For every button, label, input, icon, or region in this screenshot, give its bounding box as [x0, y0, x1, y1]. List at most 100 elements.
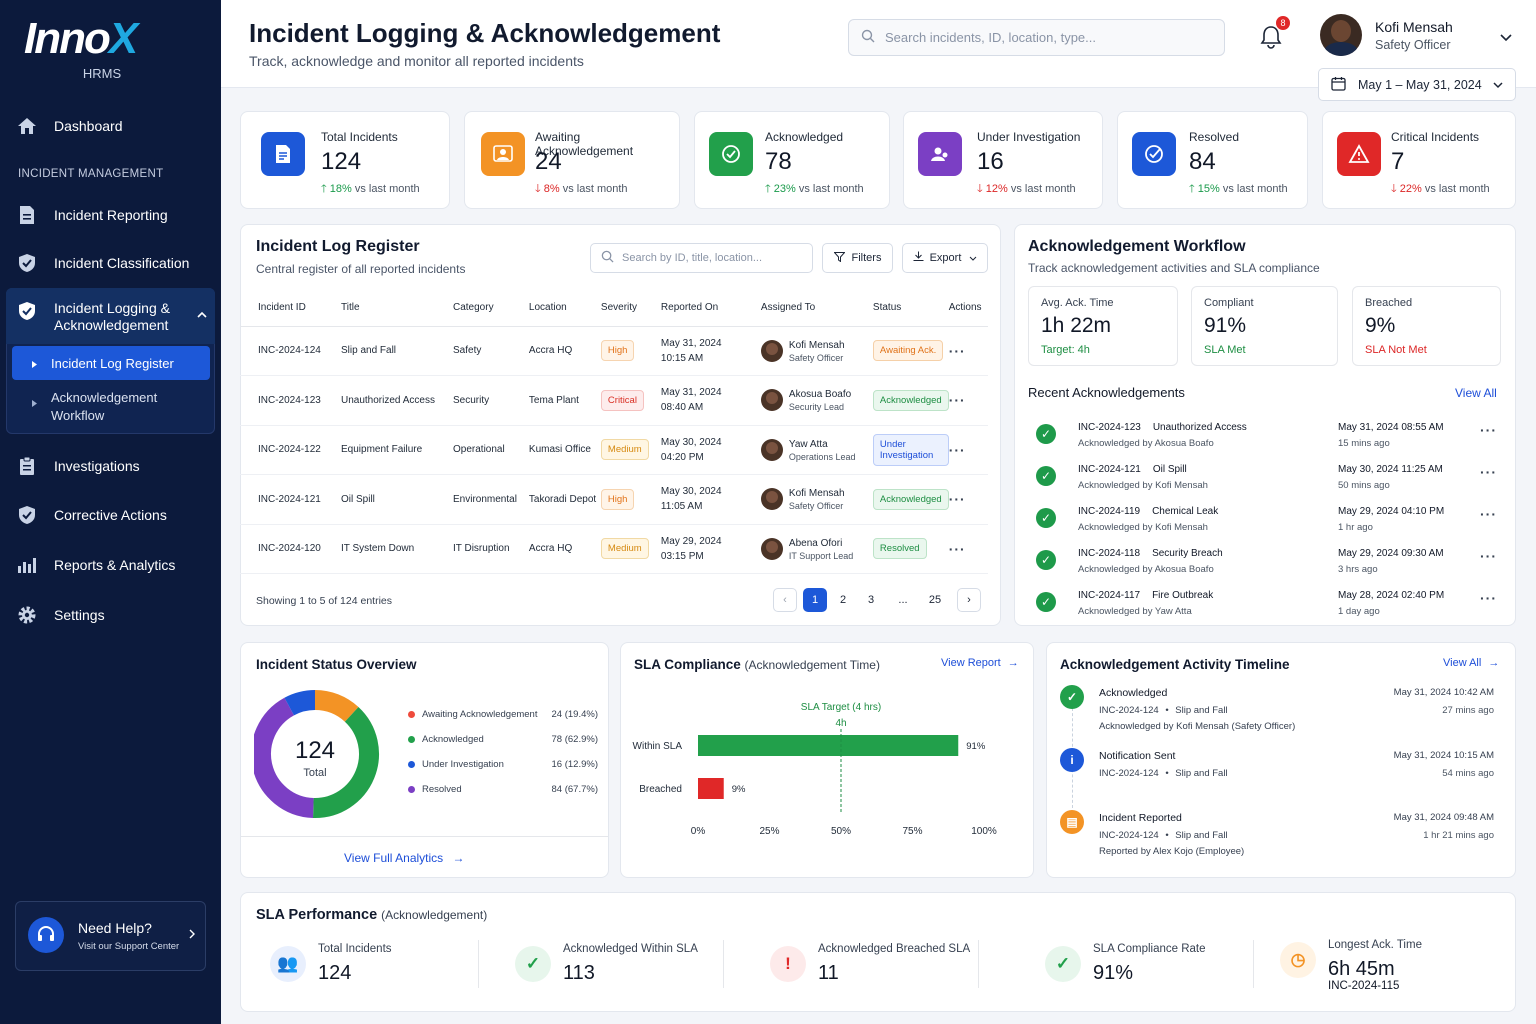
sidebar-item-label: Corrective Actions [54, 507, 167, 523]
stat-card-resolved[interactable]: Resolved 84 🡑 15% vs last month [1117, 111, 1308, 209]
more-actions-icon[interactable]: ··· [948, 441, 966, 458]
list-item[interactable]: ✓ INC-2024-119 Chemical Leak Acknowledged b… [1028, 504, 1500, 544]
timeline-incident-title: Slip and Fall [1175, 705, 1228, 716]
incident-log-table: Incident ID Title Category Location Seve… [240, 290, 988, 574]
column-header[interactable]: Reported On [656, 290, 753, 327]
section-subtitle: Central register of all reported inciden… [256, 262, 466, 276]
stat-card-acknowledged[interactable]: Acknowledged 78 🡑 23% vs last month [694, 111, 890, 209]
filters-button[interactable]: Filters [822, 243, 893, 273]
reported-time: 10:15 AM [660, 352, 704, 364]
bar-within-sla[interactable] [698, 735, 959, 756]
document-icon [16, 204, 38, 226]
brand-logo[interactable]: InnoX [24, 14, 138, 63]
view-report-link[interactable]: View Report → [941, 657, 1019, 669]
pagination-page-button[interactable]: 25 [928, 594, 942, 606]
gear-icon [16, 604, 38, 626]
donut-slice-resolved[interactable] [254, 697, 315, 818]
incident-id[interactable]: INC-2024-124 [240, 326, 323, 376]
global-search-input[interactable]: Search incidents, ID, location, type... [848, 19, 1225, 56]
table-row[interactable]: INC-2024-120 IT System Down IT Disruption A… [240, 524, 988, 574]
chevron-down-icon[interactable] [1500, 33, 1512, 45]
column-header[interactable]: Location [516, 290, 601, 327]
pagination-prev-button[interactable]: ‹ [773, 588, 797, 612]
column-header[interactable]: Incident ID [240, 290, 323, 327]
incident-id[interactable]: INC-2024-122 [240, 425, 323, 475]
pagination-next-button[interactable]: › [957, 588, 981, 612]
more-actions-icon[interactable]: ··· [1480, 590, 1497, 606]
table-row[interactable]: INC-2024-123 Unauthorized Access Security T… [240, 375, 988, 426]
more-actions-icon[interactable]: ··· [1480, 506, 1497, 522]
stat-card-under-investigation[interactable]: Under Investigation 16 🡓 12% vs last mon… [903, 111, 1103, 209]
sidebar-subitem-incident-log-register[interactable]: Incident Log Register [12, 346, 210, 380]
incident-id[interactable]: INC-2024-121 [240, 474, 323, 525]
more-actions-icon[interactable]: ··· [1480, 548, 1497, 564]
pagination-page-button[interactable]: 3 [867, 594, 875, 606]
document-icon [261, 132, 305, 176]
sidebar-item-label: Settings [54, 607, 105, 623]
ack-date: May 30, 2024 11:25 AM [1338, 464, 1443, 475]
incident-id[interactable]: INC-2024-120 [240, 524, 323, 574]
table-row[interactable]: INC-2024-121 Oil Spill Environmental Takora… [240, 474, 988, 525]
ack-ago: 1 day ago [1338, 606, 1380, 617]
section-title: SLA Compliance (Acknowledgement Time) [634, 657, 880, 672]
more-actions-icon[interactable]: ··· [948, 491, 966, 508]
legend-item: Resolved 84 (67.7%) [408, 784, 598, 795]
column-header[interactable]: Title [323, 290, 435, 327]
donut-slice-awaiting-acknowledgement[interactable] [314, 690, 359, 723]
incident-title: Slip and Fall [323, 326, 435, 376]
view-all-link[interactable]: View All → [1443, 657, 1500, 669]
more-actions-icon[interactable]: ··· [948, 392, 966, 409]
list-item[interactable]: ✓ INC-2024-118 Security Breach Acknowledged… [1028, 546, 1500, 586]
incident-id[interactable]: INC-2024-123 [240, 375, 323, 426]
metric-breached: Breached 9% SLA Not Met [1352, 286, 1501, 366]
sidebar-item-investigations[interactable]: Investigations [16, 451, 211, 481]
more-actions-icon[interactable]: ··· [948, 342, 966, 359]
pagination-page-button[interactable]: 2 [839, 594, 847, 606]
check-circle-icon: ✓ [1060, 685, 1084, 709]
reported-time: 03:15 PM [660, 550, 704, 562]
avatar[interactable] [1320, 14, 1362, 56]
column-header[interactable]: Category [435, 290, 517, 327]
column-header[interactable]: Severity [600, 290, 657, 327]
log-search-input[interactable]: Search by ID, title, location... [590, 243, 813, 273]
notification-bell-icon[interactable]: 8 [1258, 16, 1290, 53]
view-all-link[interactable]: View All [1455, 386, 1497, 400]
sidebar-item-incident-reporting[interactable]: Incident Reporting [16, 200, 211, 230]
calendar-icon [1331, 76, 1346, 94]
table-row[interactable]: INC-2024-124 Slip and Fall Safety Accra HQ H… [240, 326, 988, 376]
sidebar-item-label: Incident Classification [54, 255, 190, 271]
help-card[interactable]: Need Help? Visit our Support Center [15, 901, 206, 971]
sidebar-item-incident-classification[interactable]: Incident Classification [16, 248, 211, 278]
legend-swatch [408, 711, 415, 718]
x-tick-label: 100% [971, 826, 997, 837]
sidebar-item-dashboard[interactable]: Dashboard [16, 111, 211, 141]
stat-card-total-incidents[interactable]: Total Incidents 124 🡑 18% vs last month [240, 111, 450, 209]
sidebar-item-reports-analytics[interactable]: Reports & Analytics [16, 550, 211, 580]
sidebar-item-corrective-actions[interactable]: Corrective Actions [16, 500, 211, 530]
list-item[interactable]: ✓ INC-2024-117 Fire Outbreak Acknowledged b… [1028, 588, 1500, 628]
more-actions-icon[interactable]: ··· [1480, 464, 1497, 480]
donut-slice-under-investigation[interactable] [284, 690, 316, 716]
column-header[interactable]: Status [864, 290, 949, 327]
bar-breached[interactable] [698, 778, 724, 799]
sidebar-item-label: Incident Logging & Acknowledgement [54, 300, 170, 333]
view-full-analytics-link[interactable]: View Full Analytics → [344, 851, 465, 865]
stat-card-awaiting-acknowledgement[interactable]: Awaiting Acknowledgement 24 🡓 8% vs last… [464, 111, 680, 209]
list-item[interactable]: ✓ INC-2024-121 Oil Spill Acknowledged by Ko… [1028, 462, 1500, 502]
chevron-left-icon: ‹ [783, 594, 787, 606]
sidebar-item-incident-logging[interactable]: Incident Logging & Acknowledgement [16, 300, 211, 333]
stat-card-critical-incidents[interactable]: Critical Incidents 7 🡓 22% vs last month [1322, 111, 1516, 209]
arrow-down-icon: 🡓 [977, 183, 986, 195]
export-button[interactable]: Export [902, 243, 988, 273]
list-item[interactable]: ✓ INC-2024-123 Unauthorized Access Acknowle… [1028, 420, 1500, 460]
column-header[interactable]: Assigned To [752, 290, 865, 327]
date-range-picker[interactable]: May 1 – May 31, 2024 [1318, 68, 1516, 101]
sidebar-item-settings[interactable]: Settings [16, 600, 211, 630]
table-row[interactable]: INC-2024-122 Equipment Failure Operational… [240, 425, 988, 475]
stat-trend: 🡓 12% vs last month [977, 183, 1076, 195]
sidebar-subitem-acknowledgement-workflow[interactable]: Acknowledgement Workflow [12, 389, 210, 425]
more-actions-icon[interactable]: ··· [1480, 422, 1497, 438]
more-actions-icon[interactable]: ··· [948, 540, 966, 557]
pagination-page-button[interactable]: 1 [803, 588, 827, 612]
donut-slice-acknowledged[interactable] [313, 707, 379, 818]
